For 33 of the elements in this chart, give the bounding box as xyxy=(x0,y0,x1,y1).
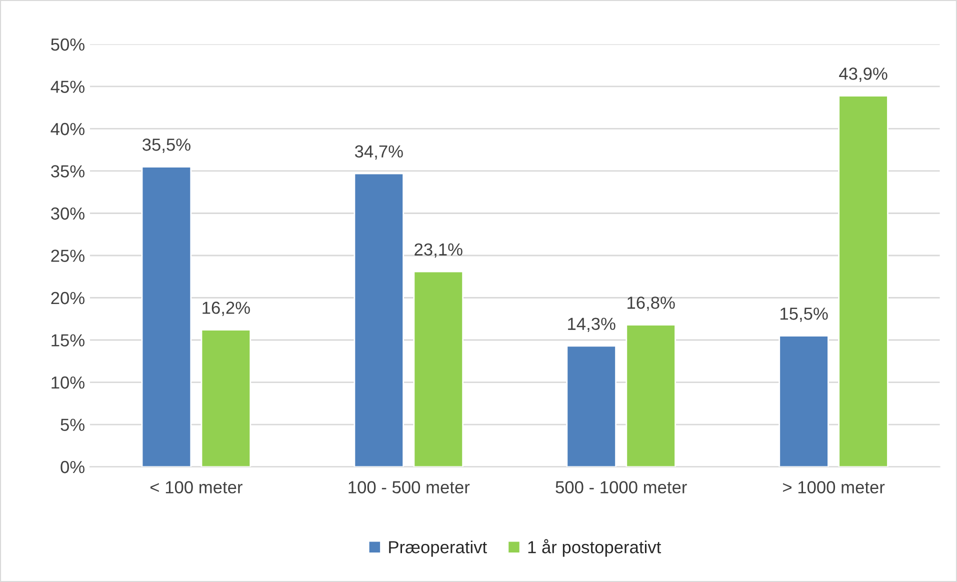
legend-label: Præoperativt xyxy=(389,540,487,557)
data-label: 15,5% xyxy=(780,308,828,322)
data-label: 35,5% xyxy=(142,138,190,153)
y-tick-label: 20% xyxy=(51,292,84,304)
y-tick-label: 0% xyxy=(60,460,84,474)
data-label: 23,1% xyxy=(414,243,462,258)
bar xyxy=(141,166,192,467)
bar xyxy=(354,172,404,467)
bar xyxy=(626,324,676,467)
y-tick-label: 25% xyxy=(51,250,84,262)
x-tick-label: > 1000 meter xyxy=(783,481,885,494)
y-tick-label: 50% xyxy=(51,38,84,51)
x-tick-label: 500 - 1000 meter xyxy=(556,481,687,494)
bar xyxy=(566,345,616,467)
y-tick-label: 40% xyxy=(50,122,84,136)
y-tick-label: 10% xyxy=(52,376,84,389)
legend-label: 1 år postoperativt xyxy=(528,539,662,557)
data-label: 16,2% xyxy=(202,302,250,316)
x-tick-label: 100 - 500 meter xyxy=(348,481,470,494)
y-tick-label: 35% xyxy=(51,165,84,178)
bar xyxy=(778,335,829,467)
x-tick-label: < 100 meter xyxy=(150,481,242,494)
data-label: 14,3% xyxy=(568,318,616,332)
bar xyxy=(413,270,464,467)
y-tick-label: 5% xyxy=(60,418,84,431)
y-tick-label: 15% xyxy=(52,334,84,346)
data-label: 43,9% xyxy=(839,68,888,82)
data-label: 16,8% xyxy=(628,296,675,311)
y-tick-label: 30% xyxy=(51,207,84,220)
data-label: 34,7% xyxy=(354,145,403,160)
bar xyxy=(838,95,888,467)
bar xyxy=(200,329,252,467)
y-tick-label: 45% xyxy=(50,80,84,93)
